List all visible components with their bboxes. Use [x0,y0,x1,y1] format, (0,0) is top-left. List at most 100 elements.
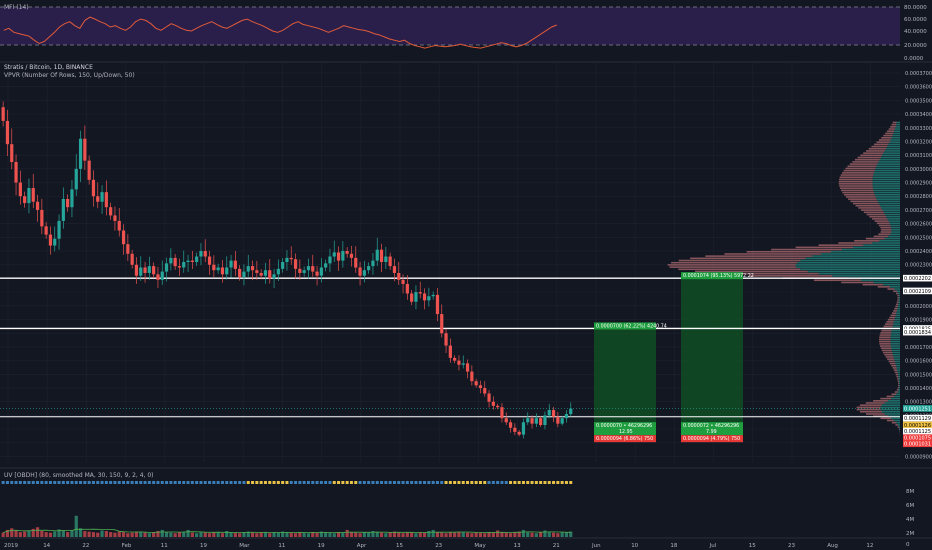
time-axis[interactable]: 2019 14 22 Feb 11 19 Mar 11 19 Apr 15 23 May 13 21 Jun 1… [4,543,873,549]
candle-body [397,272,401,280]
volume-bar [539,532,543,537]
uv-signal-dot [457,481,461,484]
stop-label-box [594,435,656,443]
vpvr-down-bar [896,301,899,303]
uv-signal-dot [169,481,173,484]
uv-signal-dot [302,481,306,484]
candle-body [336,252,341,261]
vpvr-down-bar [854,240,880,242]
volume-bar [362,532,366,537]
vpvr-up-bar [899,428,900,431]
vpvr-down-bar [855,204,881,207]
price-panel[interactable]: 0.0000700 (62.22%) 4240.74 0.0000070 • 46… [0,62,932,462]
uv-signal-dot [104,481,108,484]
vpvr-down-bar [897,296,899,299]
candle-body [543,415,547,426]
uv-axis-label: 0 [906,542,910,548]
candle-body [435,294,440,315]
volume-bar [375,532,379,537]
volume-bar [422,532,427,537]
vpvr-up-bar [873,172,900,174]
volume-bar [556,533,560,537]
vpvr-up-bar [893,323,900,325]
candle-body [134,264,139,276]
vpvr-down-bar [678,259,801,262]
candle-body [315,271,319,276]
candle-body [465,363,470,372]
vpvr-up-bar [890,343,900,345]
candle-body [470,371,474,382]
vpvr-up-bar [872,176,900,179]
volume-bar [27,530,31,537]
time-axis-label: Feb [122,543,132,549]
vpvr-down-bar [771,248,842,251]
time-axis-label: Jun [591,543,601,549]
price-badge-label: 0.0001075 [904,436,931,442]
vpvr-up-bar [887,218,900,220]
candle-body [496,405,500,408]
vpvr-down-bar [844,193,875,196]
time-axis-label: 23 [788,543,795,549]
uv-signal-dot [298,481,302,484]
uv-signal-dot [431,481,435,484]
vpvr-up-bar [892,325,900,328]
stop-label-box [681,435,743,443]
vpvr-down-bar [897,380,899,382]
candle-body [160,271,164,280]
volume-bar [1,532,5,537]
vpvr-down-bar [887,358,895,360]
uv-signal-dot [208,481,212,484]
vpvr-up-bar [884,213,900,216]
vpvr-down-bar [898,428,900,431]
vpvr-down-bar [883,351,893,354]
vpvr-up-bar [891,329,900,332]
candle-body [354,257,358,268]
volume-bar [35,527,40,537]
candle-body [31,188,35,202]
volume-bar [203,532,207,537]
uv-signal-dot [53,481,57,484]
time-axis-label: 15 [396,543,403,549]
volume-bar [186,529,190,537]
volume-bar [31,528,35,537]
candle-body [457,360,461,365]
vpvr-up-bar [898,292,900,295]
vpvr-up-bar [884,413,900,415]
volume-bar [195,533,199,537]
vpvr-down-bar [894,307,898,310]
mfi-panel[interactable]: MFI (14) 80.0000 60.0000 40.0000 20.0000… [0,4,927,62]
vpvr-up-bar [877,163,900,165]
volume-bar [61,530,65,537]
vpvr-down-bar [859,410,882,413]
candle-body [474,381,478,386]
price-axis-label: 0.0002500 [905,235,932,241]
price-axis-label: 0.0003200 [905,139,932,145]
uv-signal-dot [491,481,495,484]
vpvr-up-bar [880,204,900,207]
uv-signal-dot [337,481,341,484]
volume-bar [160,529,164,537]
uv-signal-dot [530,481,534,484]
entry-ratio: 12.95 [619,429,633,435]
vpvr-up-bar [872,183,900,185]
volume-bar [121,532,126,537]
vpvr-down-bar [866,213,885,216]
volume-bar [220,533,225,537]
candle-body [530,418,534,424]
vpvr-down-bar [865,402,885,404]
vpvr-up-bar [874,193,900,196]
entry-label-box [594,422,656,436]
volume-bar [401,533,405,537]
price-badge [903,427,932,435]
vpvr-up-bar [893,132,900,135]
vpvr-down-bar [852,161,879,163]
vpvr-up-bar [896,312,900,314]
price-axis[interactable]: 0.0003700 0.0003600 0.0003500 0.0003400 0.00… [905,71,932,461]
vpvr-up-bar [895,126,900,128]
vpvr-down-bar [891,364,897,367]
candle-body [401,279,405,284]
volume-bar [10,528,14,537]
time-axis-label: 11 [278,543,285,549]
uv-volume-panel[interactable]: UV [OBDH] (80, smoothed MA, 30, 150, 9, … [1,472,915,548]
